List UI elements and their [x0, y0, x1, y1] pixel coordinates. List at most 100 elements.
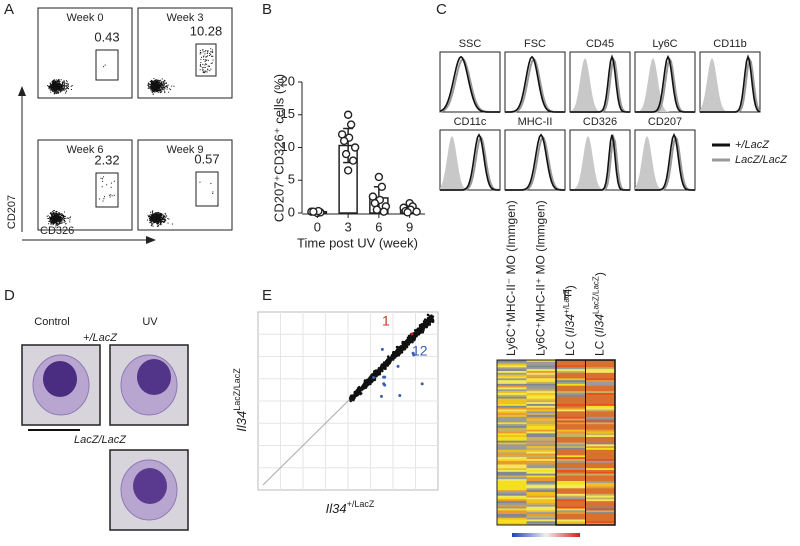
heatmap-cell: [585, 506, 616, 509]
heatmap-cell: [556, 446, 586, 449]
flow-event: [58, 215, 60, 217]
flow-event: [153, 80, 155, 82]
flow-event: [154, 80, 156, 82]
genotype-sup: LacZ/LacZ: [591, 276, 600, 314]
gene-point: [406, 342, 410, 345]
flow-event: [51, 216, 53, 218]
heatmap-cell: [556, 372, 586, 375]
data-point: [379, 207, 389, 216]
heatmap-cell: [585, 363, 616, 366]
heatmap-cell: [556, 497, 586, 500]
flow-event: [52, 216, 54, 218]
heatmap-cell: [497, 475, 527, 478]
flow-event: [199, 50, 201, 52]
gene-point: [384, 367, 387, 371]
flow-event: [156, 83, 158, 85]
data-point: [374, 172, 384, 182]
flow-event: [153, 217, 155, 219]
flow-event: [154, 222, 156, 224]
flow-event: [51, 88, 53, 90]
flow-event: [50, 213, 52, 215]
flow-event: [159, 83, 161, 85]
flow-event: [58, 84, 60, 86]
heatmap-cell: [556, 490, 586, 493]
heatmap-cell: [585, 449, 616, 452]
flow-event: [159, 86, 161, 88]
heatmap-cell: [497, 503, 527, 506]
flow-event: [152, 210, 154, 212]
heatmap-cell: [585, 499, 616, 502]
flow-event: [71, 85, 73, 87]
gene-point-down: [396, 364, 400, 368]
heatmap-cell: [497, 471, 527, 474]
flow-event: [160, 92, 162, 94]
gene-point: [388, 361, 392, 365]
heatmap-cell: [556, 477, 586, 480]
flow-event: [199, 65, 201, 67]
heatmap-cell: [497, 361, 527, 364]
heatmap-cell: [556, 482, 586, 485]
flow-event: [152, 217, 154, 219]
heatmap-cell: [526, 501, 557, 504]
heatmap-cell: [556, 448, 586, 451]
heatmap-cell: [585, 453, 616, 456]
flow-event: [54, 212, 56, 214]
flow-event: [162, 89, 164, 91]
gene-point: [354, 393, 357, 396]
heatmap-cell: [497, 424, 527, 427]
flow-event: [161, 214, 163, 216]
flow-event: [163, 221, 165, 223]
flow-event: [153, 78, 155, 80]
histogram-curve: [440, 133, 500, 191]
flow-event: [57, 222, 59, 224]
flow-event: [157, 88, 159, 90]
heatmap-cell: [497, 512, 527, 515]
heatmap-cell: [497, 413, 527, 416]
heatmap-cell: [585, 365, 616, 368]
flow-event: [50, 86, 52, 88]
x-tick-label: 9: [406, 219, 413, 234]
flow-event: [56, 214, 58, 216]
flow-event: [113, 180, 115, 182]
y-tick-label: 5: [288, 172, 295, 187]
flow-event: [60, 85, 62, 87]
flow-event: [53, 216, 55, 218]
flow-event: [53, 87, 55, 89]
flow-event: [50, 83, 52, 85]
flow-event: [59, 83, 61, 85]
flow-event: [166, 88, 168, 90]
heatmap-cell: [585, 512, 616, 515]
flow-event: [52, 219, 54, 221]
heatmap-cell: [497, 402, 527, 405]
flow-event: [63, 218, 65, 220]
flow-event: [53, 79, 55, 81]
flow-event: [155, 215, 157, 217]
heatmap-cell: [556, 371, 586, 374]
flow-event: [202, 63, 204, 65]
flow-event: [158, 88, 160, 90]
flow-event: [49, 82, 51, 84]
flow-event: [60, 88, 62, 90]
heatmap-cell: [526, 482, 557, 485]
flow-event: [53, 88, 55, 90]
flow-event: [204, 70, 206, 72]
flow-event: [150, 218, 152, 220]
flow-event: [57, 220, 59, 222]
gate-value: 0.57: [194, 151, 219, 166]
flow-event: [210, 51, 212, 53]
flow-event: [160, 220, 162, 222]
flow-event: [57, 92, 59, 94]
data-point: [412, 207, 421, 216]
flow-event: [159, 220, 161, 222]
gene-point: [384, 364, 388, 367]
flow-event: [166, 215, 168, 217]
flow-event: [153, 91, 155, 93]
flow-event: [151, 88, 153, 90]
flow-event: [63, 215, 65, 217]
heatmap-cell: [497, 523, 527, 526]
flow-event: [58, 88, 60, 90]
flow-event: [151, 90, 153, 92]
flow-event: [158, 218, 160, 220]
heatmap-cell: [585, 466, 616, 469]
flow-event: [154, 88, 156, 90]
